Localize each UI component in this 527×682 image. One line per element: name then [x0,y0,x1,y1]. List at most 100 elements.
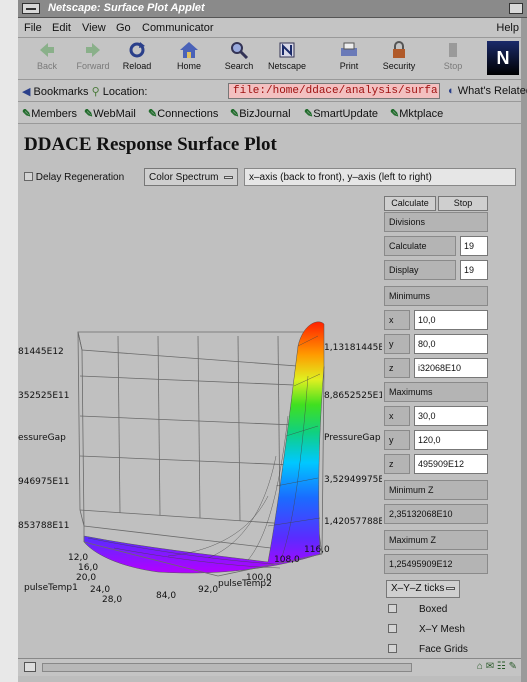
max-y-input[interactable]: 120,0 [414,430,488,450]
print-icon [341,42,357,56]
back-button[interactable]: Back [22,41,72,71]
xyz-ticks-select[interactable]: X–Y–Z ticks [386,580,460,598]
search-button[interactable]: Search [214,41,264,71]
related-icon: ◐ [448,85,455,97]
min-x-label: x [384,310,410,330]
minimum-z-label: Minimum Z [384,480,488,500]
z-axis-left-label: essureGap [18,433,66,443]
max-z-input[interactable]: 495909E12 [414,454,488,474]
x-tick-label: 28,0 [102,595,122,605]
checkbox-box [388,644,397,653]
axis-info-field: x–axis (back to front), y–axis (left to … [244,168,516,186]
max-x-label: x [384,406,410,426]
face-grids-checkbox[interactable]: Face Grids [388,644,468,655]
stop-button[interactable]: Stop [428,41,478,71]
bookmark-pen-icon: ✎ [22,108,32,120]
z-axis-right-label: 1,13181445E [324,343,382,353]
home-button[interactable]: Home [164,41,214,71]
forward-button[interactable]: Forward [68,41,118,71]
location-url-field[interactable]: file:/home/ddace/analysis/surfa [228,83,440,99]
z-axis-right-label: PressureGap [324,433,381,443]
z-axis-right-label: 1,42057788E [324,517,382,527]
link-connections[interactable]: ✎Connections [148,108,219,120]
window-title: Netscape: Surface Plot Applet [48,2,205,14]
z-axis-left-label: 946975E11 [18,477,70,487]
netscape-logo: N [487,41,519,75]
composer-icon[interactable]: ✎ [508,661,517,672]
whats-related-button[interactable]: ◐ What's Related [448,85,527,97]
checkbox-box [388,604,397,613]
security-lock-icon [393,41,405,58]
link-bizjournal[interactable]: ✎BizJournal [230,108,291,120]
max-x-input[interactable]: 30,0 [414,406,488,426]
x-tick-label: 20,0 [76,573,96,583]
menu-view[interactable]: View [82,22,106,34]
x-tick-label: 16,0 [78,563,98,573]
search-icon [231,42,249,59]
min-z-label: z [384,358,410,378]
component-bar[interactable]: ⌂ ✉ ☷ ✎ [477,661,517,672]
calculate-button[interactable]: Calculate [384,196,436,211]
menu-edit[interactable]: Edit [52,22,71,34]
minimums-label: Minimums [384,286,488,306]
bookmark-pen-icon: ✎ [148,108,158,120]
print-button[interactable]: Print [324,41,374,71]
netscape-button[interactable]: Netscape [262,41,312,71]
bookmarks-button[interactable]: ◀ Bookmarks ⚲ Location: [22,86,148,98]
x-axis-name: pulseTemp1 [24,583,78,593]
security-button[interactable]: Security [374,41,424,71]
page-title: DDACE Response Surface Plot [24,134,277,155]
y-tick-label: 100,0 [246,573,272,583]
applet-controls: Delay Regeneration Color Spectrum x–axis… [24,168,516,188]
boxed-checkbox[interactable]: Boxed [388,604,447,615]
calculate-divisions-label: Calculate [384,236,456,256]
menu-bar: File Edit View Go Communicator Help [18,18,521,38]
status-progress [42,663,412,672]
netscape-icon [279,42,295,58]
link-mktplace[interactable]: ✎Mktplace [390,108,444,120]
navigator-icon[interactable]: ⌂ [476,661,483,672]
menu-help[interactable]: Help [496,22,519,34]
z-axis-left-label: 352525E11 [18,391,70,401]
link-members[interactable]: ✎Members [22,108,78,120]
xy-mesh-checkbox[interactable]: X–Y Mesh [388,624,465,635]
maximum-z-label: Maximum Z [384,530,488,550]
surface-plot-svg: 81445E12 352525E11 essureGap 946975E11 8… [18,321,384,605]
security-status-icon[interactable] [24,662,36,672]
delay-regeneration-checkbox[interactable]: Delay Regeneration [24,172,124,183]
window-menu-button[interactable] [22,3,40,14]
reload-button[interactable]: Reload [112,41,162,71]
window-titlebar[interactable]: Netscape: Surface Plot Applet [18,0,527,18]
divisions-label: Divisions [384,212,488,232]
calculate-divisions-input[interactable]: 19 [460,236,488,256]
dropdown-indicator-icon [446,587,455,590]
mail-icon[interactable]: ✉ [485,661,495,672]
surface-plot-canvas[interactable]: 81445E12 352525E11 essureGap 946975E11 8… [18,196,384,652]
max-y-label: y [384,430,410,450]
color-spectrum-select[interactable]: Color Spectrum [144,168,238,186]
maximums-label: Maximums [384,382,488,402]
display-divisions-label: Display [384,260,456,280]
menu-go[interactable]: Go [116,22,131,34]
back-arrow-icon [40,43,54,57]
min-y-input[interactable]: 80,0 [414,334,488,354]
window-minimize-button[interactable] [509,3,523,14]
min-z-input[interactable]: i32068E10 [414,358,488,378]
bookmark-pen-icon: ✎ [390,108,400,120]
display-divisions-input[interactable]: 19 [460,260,488,280]
max-z-label: z [384,454,410,474]
z-axis-right-label: 3,52949975E [324,475,382,485]
forward-arrow-icon [86,43,100,57]
link-webmail[interactable]: ✎WebMail [84,108,136,120]
menu-communicator[interactable]: Communicator [142,22,214,34]
min-x-input[interactable]: 10,0 [414,310,488,330]
y-tick-label: 92,0 [198,585,218,595]
minimum-z-value: 2,35132068E10 [384,504,488,524]
maximum-z-value: 1,25495909E12 [384,554,488,574]
link-smartupdate[interactable]: ✎SmartUpdate [304,108,379,120]
min-y-label: y [384,334,410,354]
stop-calc-button[interactable]: Stop [438,196,488,211]
navigation-toolbar: Back Forward Reload Home Search Netscape… [18,38,521,80]
news-icon[interactable]: ☷ [496,661,506,672]
menu-file[interactable]: File [24,22,42,34]
